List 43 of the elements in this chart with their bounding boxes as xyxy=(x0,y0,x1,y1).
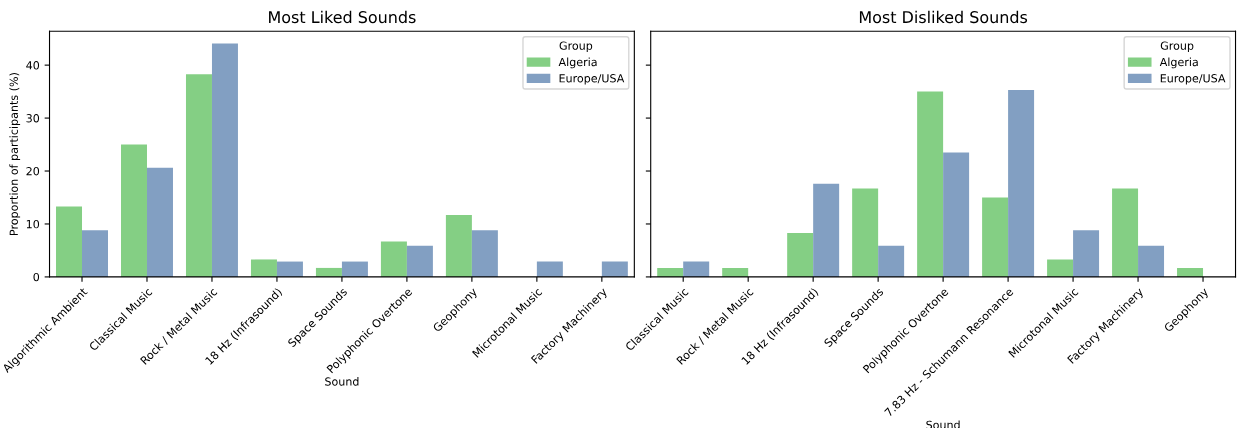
bar xyxy=(445,214,472,277)
bar xyxy=(852,188,879,277)
bar xyxy=(601,261,628,277)
y-axis-title: Proportion of participants (%) xyxy=(9,73,21,235)
legend-title: Group xyxy=(559,41,593,52)
bar xyxy=(276,261,303,277)
bar xyxy=(82,230,108,277)
bar xyxy=(56,206,83,277)
bar xyxy=(1112,188,1139,277)
bar xyxy=(250,259,277,277)
bar xyxy=(943,152,970,277)
legend-label: Europe/USA xyxy=(1160,74,1226,85)
bar xyxy=(878,245,905,277)
bar xyxy=(1073,230,1100,277)
bar xyxy=(471,230,498,277)
bar xyxy=(341,261,368,277)
bar xyxy=(185,74,212,277)
bar xyxy=(683,261,710,277)
bar xyxy=(813,183,840,277)
legend-label: Algeria xyxy=(558,57,597,69)
bar xyxy=(917,91,944,277)
bar xyxy=(982,197,1009,277)
bar xyxy=(1138,245,1165,277)
bar xyxy=(380,241,407,277)
chart-title: Most Disliked Sounds xyxy=(859,10,1028,24)
legend-title: Group xyxy=(1160,41,1194,52)
bar xyxy=(1008,90,1035,277)
bar xyxy=(121,144,147,277)
bar xyxy=(146,167,173,277)
y-tick-label: 20 xyxy=(26,167,40,176)
legend-label: Europe/USA xyxy=(559,74,625,85)
bar xyxy=(406,245,433,277)
bar xyxy=(211,43,238,277)
x-axis-title: Sound xyxy=(325,377,359,386)
bar xyxy=(1047,259,1074,277)
y-tick-label: 40 xyxy=(26,61,40,70)
y-tick-label: 30 xyxy=(26,114,40,123)
bar xyxy=(787,232,814,277)
chart-title: Most Liked Sounds xyxy=(269,10,416,24)
y-tick-label: 0 xyxy=(33,272,40,282)
legend-label: Algeria xyxy=(1159,57,1198,69)
bar xyxy=(536,261,563,277)
y-tick-label: 10 xyxy=(26,219,40,229)
